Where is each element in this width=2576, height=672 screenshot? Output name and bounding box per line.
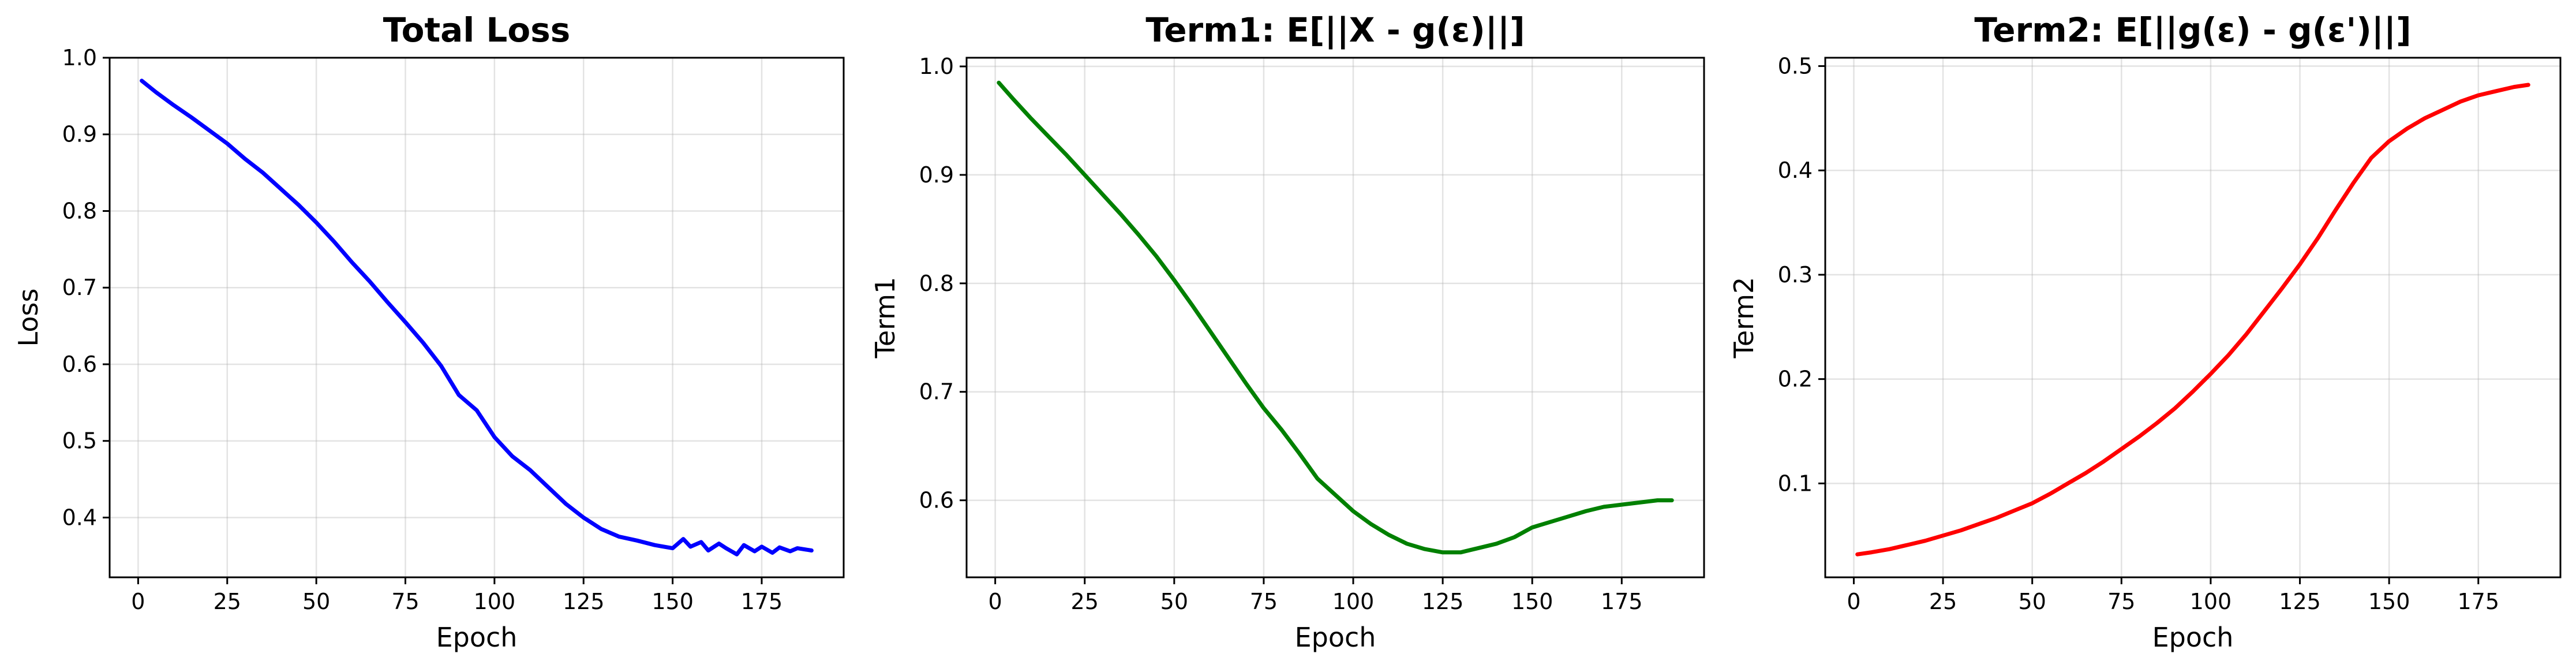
chart-title: Term2: E[||g(ε) - g(ε')||] — [1974, 10, 2411, 50]
y-tick-label: 1.0 — [919, 54, 954, 79]
y-tick-label: 0.9 — [919, 162, 954, 188]
y-tick-label: 0.9 — [62, 122, 97, 147]
chart-title: Term1: E[||X - g(ε)||] — [1145, 10, 1525, 50]
x-tick-label: 100 — [2190, 589, 2232, 614]
x-tick-label: 175 — [2457, 589, 2499, 614]
y-axis-label: Loss — [13, 289, 44, 347]
y-tick-label: 0.8 — [62, 198, 97, 223]
y-axis-label: Term2 — [1728, 277, 1759, 359]
plot-frame — [1824, 57, 2562, 578]
x-tick-label: 0 — [131, 589, 145, 614]
x-tick-label: 150 — [2368, 589, 2410, 614]
y-tick-label: 1.0 — [62, 45, 97, 70]
x-tick-label: 150 — [1511, 589, 1553, 614]
chart-panel-2: 0 25 50 75 100 125 150 175 0.6 0.7 0.8 0.9 1.0 Term1:… — [870, 10, 1705, 653]
x-tick-label: 100 — [474, 589, 516, 614]
x-tick-label: 125 — [1422, 589, 1464, 614]
plot-frame — [108, 57, 845, 578]
x-axis-label: Epoch — [1295, 622, 1376, 653]
y-tick-label: 0.4 — [62, 505, 97, 530]
x-tick-label: 25 — [1071, 589, 1099, 614]
x-tick-label: 50 — [1160, 589, 1188, 614]
x-tick-label: 100 — [1332, 589, 1375, 614]
x-tick-label: 125 — [563, 589, 605, 614]
x-tick-label: 75 — [1250, 589, 1278, 614]
y-axis-label: Term1 — [870, 277, 901, 359]
chart-panel-1: 0 25 50 75 100 125 150 175 0.4 0.5 0.6 0.7 0.8 0.9 1.0… — [13, 10, 845, 653]
x-tick-label: 175 — [741, 589, 783, 614]
series-line-1 — [997, 80, 1674, 555]
y-tick-label: 0.6 — [919, 488, 954, 513]
x-tick-label: 75 — [2107, 589, 2135, 614]
x-tick-label: 25 — [214, 589, 241, 614]
y-tick-label: 0.6 — [62, 352, 97, 377]
y-tick-label: 0.3 — [1778, 262, 1813, 288]
x-axis-label: Epoch — [436, 622, 518, 653]
chart-title: Total Loss — [383, 10, 571, 50]
x-tick-label: 150 — [652, 589, 694, 614]
y-tick-label: 0.2 — [1778, 367, 1813, 392]
x-tick-label: 50 — [302, 589, 330, 614]
series-line-1 — [140, 79, 814, 557]
x-axis-label: Epoch — [2152, 622, 2234, 653]
plot-frame — [965, 57, 1705, 578]
x-tick-label: 175 — [1601, 589, 1643, 614]
y-tick-label: 0.5 — [1778, 53, 1813, 79]
y-tick-label: 0.8 — [919, 271, 954, 296]
y-tick-label: 0.5 — [62, 428, 97, 454]
x-tick-label: 0 — [989, 589, 1002, 614]
x-tick-label: 0 — [1847, 589, 1860, 614]
x-tick-label: 125 — [2279, 589, 2321, 614]
series-line-1 — [1855, 83, 2530, 557]
y-tick-label: 0.1 — [1778, 471, 1813, 496]
x-tick-label: 50 — [2019, 589, 2046, 614]
y-tick-label: 0.4 — [1778, 158, 1813, 183]
x-tick-label: 75 — [391, 589, 419, 614]
chart-panel-3: 0 25 50 75 100 125 150 175 0.1 0.2 0.3 0.4 0.5 Term2:… — [1728, 10, 2562, 653]
x-tick-label: 25 — [1929, 589, 1957, 614]
y-tick-label: 0.7 — [62, 275, 97, 300]
y-tick-label: 0.7 — [919, 379, 954, 405]
